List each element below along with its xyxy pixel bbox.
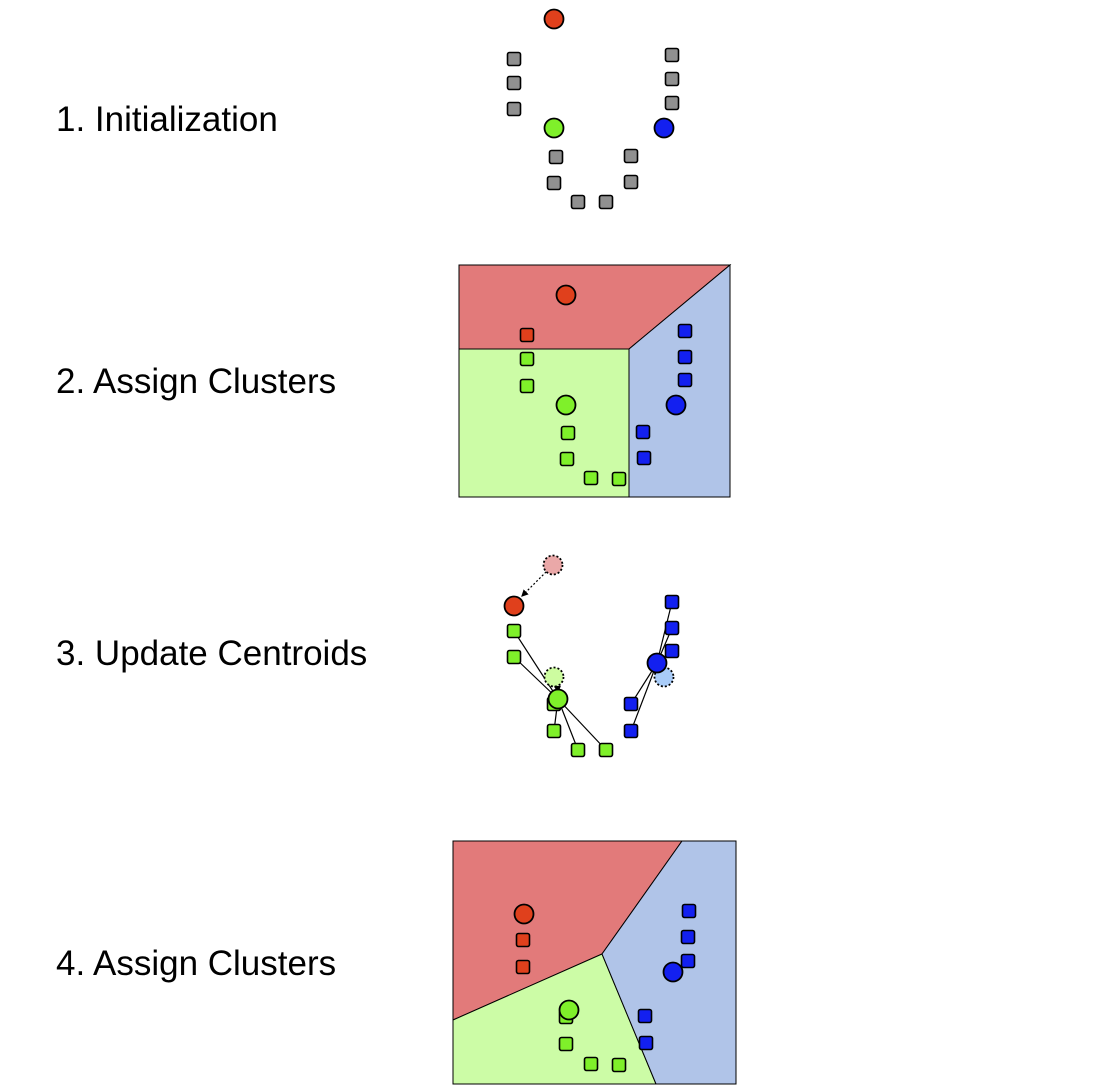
blue-data-point <box>677 372 693 388</box>
blue-data-point <box>664 594 680 610</box>
green-centroid <box>547 688 569 710</box>
red-centroid <box>555 284 577 306</box>
connection-line <box>513 630 559 700</box>
green-data-point <box>583 470 599 486</box>
gray-data-point <box>548 149 564 165</box>
gray-data-point <box>570 194 586 210</box>
blue-data-point <box>677 323 693 339</box>
red-centroid <box>543 8 565 30</box>
green-centroid <box>543 117 565 139</box>
green-cluster-region <box>458 348 630 498</box>
panel-border <box>452 840 737 1085</box>
step-label-initialization: 1. Initialization <box>56 100 278 139</box>
blue-centroid <box>662 961 684 983</box>
gray-data-point <box>598 194 614 210</box>
green-data-point <box>546 723 562 739</box>
blue-centroid <box>653 117 675 139</box>
update-centroids-diagram <box>503 554 680 758</box>
gray-data-point <box>664 47 680 63</box>
blue-data-point <box>680 953 696 969</box>
red-centroid-move-arrow <box>521 568 550 597</box>
green-centroid <box>558 999 580 1021</box>
blue-data-point <box>636 450 652 466</box>
assign-clusters-final-diagram <box>452 840 737 1085</box>
points-layer <box>519 284 693 487</box>
gray-data-point <box>506 101 522 117</box>
green-data-point <box>598 742 614 758</box>
previous-green-centroid <box>543 666 565 688</box>
assign-clusters-diagram <box>458 263 732 498</box>
gray-data-point <box>623 174 639 190</box>
red-centroid <box>503 595 525 617</box>
red-centroid <box>513 903 535 925</box>
green-data-point <box>506 623 522 639</box>
green-data-point <box>506 649 522 665</box>
connection-line <box>630 662 658 732</box>
red-data-point <box>515 959 531 975</box>
blue-data-point <box>637 1008 653 1024</box>
blue-data-point <box>680 929 696 945</box>
red-data-point <box>519 327 535 343</box>
gray-data-point <box>664 95 680 111</box>
green-centroid <box>555 394 577 416</box>
initialization-diagram <box>506 8 680 210</box>
previous-red-centroid <box>542 554 564 576</box>
blue-data-point <box>664 620 680 636</box>
green-data-point <box>570 742 586 758</box>
gray-data-point <box>623 148 639 164</box>
green-data-point <box>611 471 627 487</box>
points-layer <box>506 8 680 210</box>
green-data-point <box>558 1036 574 1052</box>
green-data-point <box>560 425 576 441</box>
centroid-connection-lines <box>513 601 673 751</box>
blue-centroid <box>646 652 668 674</box>
blue-data-point <box>664 643 680 659</box>
green-data-point <box>583 1056 599 1072</box>
blue-centroid <box>665 394 687 416</box>
blue-data-point <box>681 903 697 919</box>
gray-data-point <box>506 75 522 91</box>
green-data-point <box>611 1057 627 1073</box>
centroid-move-arrows <box>521 568 666 694</box>
blue-data-point <box>623 696 639 712</box>
step-label-assign-clusters-final: 4. Assign Clusters <box>56 944 337 983</box>
blue-data-point <box>677 349 693 365</box>
points-layer <box>513 903 697 1073</box>
panel-border <box>458 264 731 498</box>
connection-line <box>656 601 673 664</box>
gray-data-point <box>506 51 522 67</box>
blue-data-point <box>638 1035 654 1051</box>
gray-data-point <box>664 71 680 87</box>
points-layer <box>503 554 680 758</box>
green-data-point <box>519 378 535 394</box>
green-data-point <box>559 451 575 467</box>
blue-data-point <box>623 723 639 739</box>
step-label-assign-clusters: 2. Assign Clusters <box>56 362 337 401</box>
blue-data-point <box>635 424 651 440</box>
green-data-point <box>519 351 535 367</box>
gray-data-point <box>546 175 562 191</box>
red-data-point <box>515 932 531 948</box>
step-label-update-centroids: 3. Update Centroids <box>56 634 368 673</box>
connection-line <box>557 698 607 751</box>
